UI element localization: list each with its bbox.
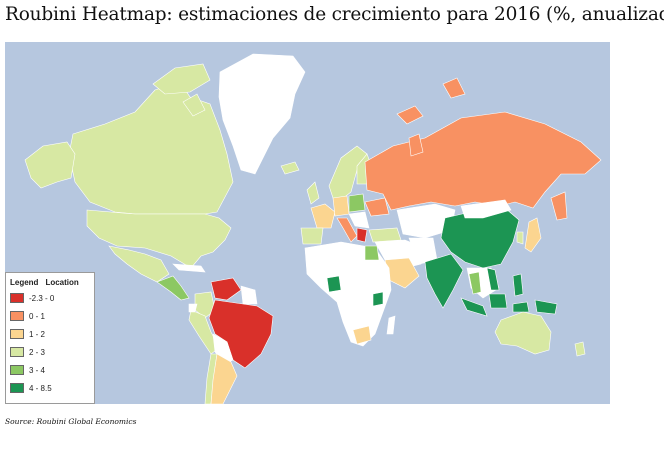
- legend-item: 3 - 4: [10, 364, 45, 376]
- region-greece: [356, 227, 368, 243]
- region-nigeria: [326, 275, 342, 293]
- region-philippines: [512, 273, 524, 297]
- region-canada: [68, 81, 234, 215]
- region-spain: [300, 227, 324, 245]
- legend-header-legend: Legend: [10, 278, 39, 287]
- region-thailand: [468, 271, 482, 295]
- region-russia-arctic-2: [396, 105, 424, 125]
- legend-swatch: [10, 329, 24, 339]
- region-usa: [86, 209, 232, 269]
- map-legend: Legend Location -2.3 - 0 0 - 1 1 - 2 2 - …: [5, 272, 95, 404]
- region-mexico: [108, 245, 170, 283]
- region-indonesia-4: [534, 299, 558, 315]
- legend-label: -2.3 - 0: [29, 293, 55, 303]
- region-russia-arctic-3: [408, 133, 424, 157]
- region-russia-arctic: [442, 77, 466, 99]
- region-canada-islands-2: [182, 93, 206, 117]
- region-indonesia-3: [512, 301, 530, 313]
- region-germany: [332, 195, 350, 217]
- region-guianas: [240, 285, 258, 305]
- region-argentina: [210, 353, 238, 404]
- world-heatmap: [5, 42, 610, 404]
- region-ecuador: [188, 303, 198, 313]
- legend-item: 0 - 1: [10, 310, 45, 322]
- legend-label: 2 - 3: [29, 347, 46, 357]
- legend-item: 4 - 8.5: [10, 382, 52, 394]
- region-japan: [524, 217, 542, 253]
- region-mongolia: [460, 199, 512, 219]
- region-egypt: [364, 245, 380, 261]
- legend-item: 2 - 3: [10, 346, 45, 358]
- region-indonesia-2: [488, 293, 508, 309]
- legend-swatch: [10, 311, 24, 321]
- legend-label: 4 - 8.5: [29, 383, 52, 393]
- legend-item: -2.3 - 0: [10, 292, 54, 304]
- legend-swatch: [10, 347, 24, 357]
- region-iceland: [280, 161, 300, 175]
- region-italy: [336, 217, 358, 243]
- region-central-america: [156, 275, 190, 301]
- region-ukraine: [364, 197, 390, 217]
- legend-header: Legend Location: [10, 278, 86, 287]
- legend-swatch: [10, 383, 24, 393]
- region-uk: [306, 181, 320, 205]
- region-balkans: [348, 211, 370, 229]
- region-alaska: [24, 141, 76, 189]
- legend-header-location: Location: [45, 278, 79, 287]
- region-madagascar: [386, 315, 396, 335]
- region-australia: [494, 311, 552, 355]
- region-korea: [516, 231, 524, 245]
- region-caribbean: [172, 263, 206, 273]
- region-canada-islands: [152, 63, 211, 95]
- region-france: [310, 203, 336, 229]
- region-poland: [348, 193, 366, 213]
- legend-swatch: [10, 293, 24, 303]
- region-brazil: [208, 299, 274, 369]
- region-india: [424, 253, 464, 309]
- region-greenland: [218, 53, 306, 175]
- legend-label: 3 - 4: [29, 365, 46, 375]
- region-turkey: [368, 227, 402, 243]
- region-south-africa: [352, 325, 372, 345]
- region-russia: [364, 111, 602, 211]
- legend-swatch: [10, 365, 24, 375]
- region-nz: [574, 341, 586, 357]
- legend-label: 0 - 1: [29, 311, 46, 321]
- region-vietnam: [486, 267, 500, 291]
- legend-item: 1 - 2: [10, 328, 45, 340]
- source-note: Source: Roubini Global Economics: [5, 417, 137, 426]
- map-title: Roubini Heatmap: estimaciones de crecimi…: [5, 4, 664, 25]
- region-indonesia-1: [460, 297, 488, 317]
- region-venezuela: [210, 277, 242, 301]
- world-map-svg: [24, 53, 602, 404]
- legend-label: 1 - 2: [29, 329, 46, 339]
- region-russia-far-east: [550, 191, 568, 221]
- region-kenya: [372, 291, 384, 307]
